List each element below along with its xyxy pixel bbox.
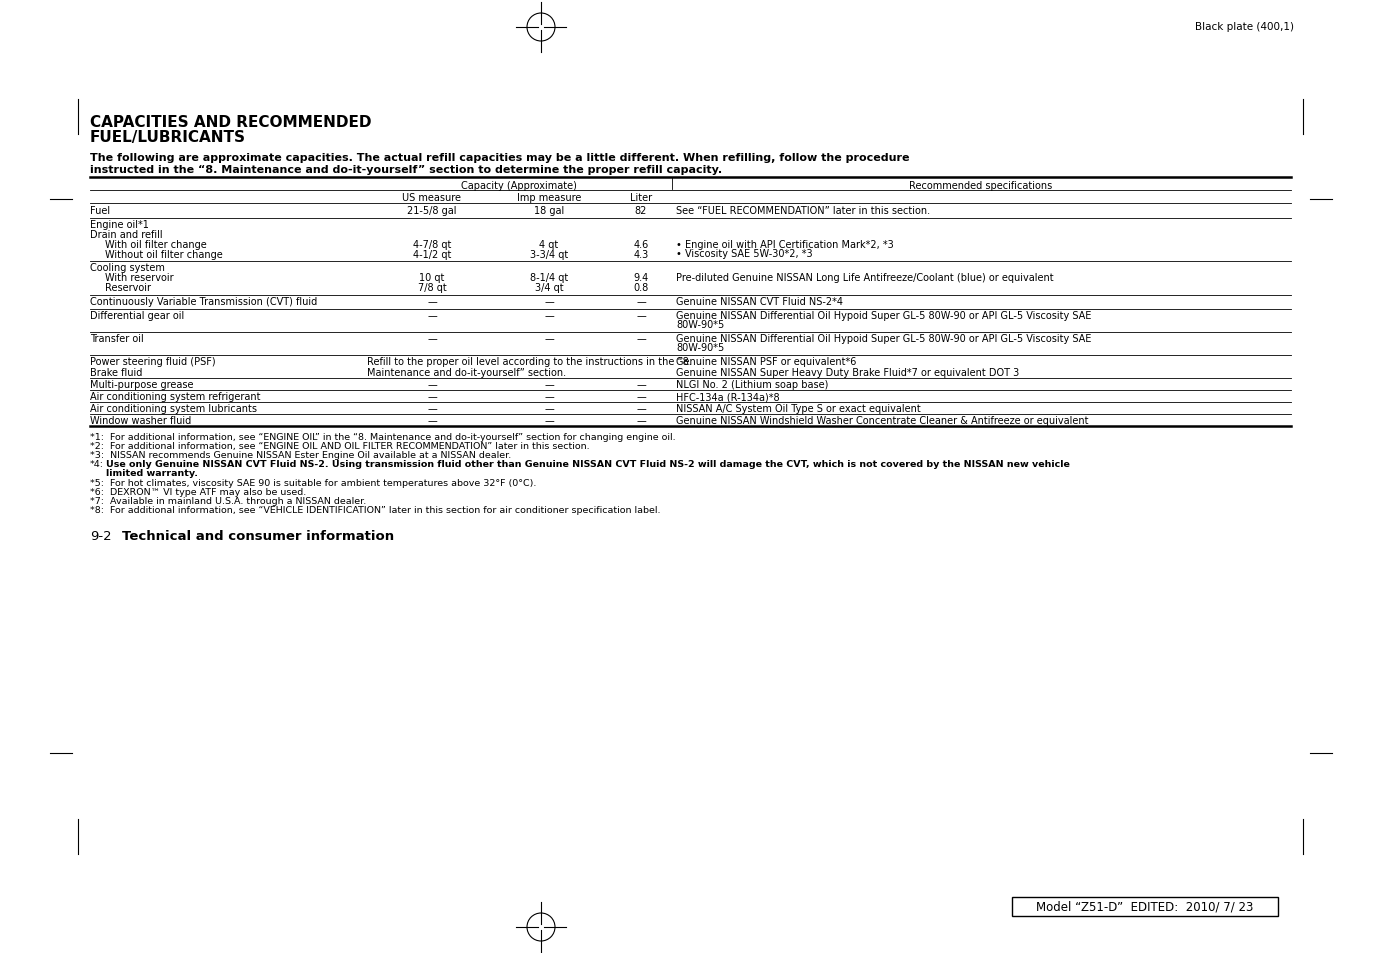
Text: instructed in the “8. Maintenance and do-it-yourself” section to determine the p: instructed in the “8. Maintenance and do… (90, 165, 722, 174)
Text: FUEL/LUBRICANTS: FUEL/LUBRICANTS (90, 130, 246, 145)
Text: *4:: *4: (90, 459, 104, 469)
Text: See “FUEL RECOMMENDATION” later in this section.: See “FUEL RECOMMENDATION” later in this … (677, 206, 931, 215)
Text: 21-5/8 gal: 21-5/8 gal (407, 206, 457, 215)
Text: —: — (544, 311, 554, 320)
Text: —: — (637, 334, 646, 344)
Text: • Viscosity SAE 5W-30*2, *3: • Viscosity SAE 5W-30*2, *3 (677, 249, 812, 258)
Text: Engine oil*1: Engine oil*1 (90, 220, 149, 230)
Text: Genuine NISSAN Differential Oil Hypoid Super GL-5 80W-90 or API GL-5 Viscosity S: Genuine NISSAN Differential Oil Hypoid S… (677, 334, 1091, 344)
Text: 82: 82 (635, 206, 648, 215)
Text: 9.4: 9.4 (634, 273, 649, 283)
Text: 4-7/8 qt: 4-7/8 qt (413, 240, 452, 250)
Text: The following are approximate capacities. The actual refill capacities may be a : The following are approximate capacities… (90, 152, 910, 163)
Text: —: — (427, 403, 436, 414)
Text: Genuine NISSAN Differential Oil Hypoid Super GL-5 80W-90 or API GL-5 Viscosity S: Genuine NISSAN Differential Oil Hypoid S… (677, 311, 1091, 320)
Text: limited warranty.: limited warranty. (106, 469, 197, 477)
Text: —: — (544, 416, 554, 426)
Text: Brake fluid: Brake fluid (90, 368, 142, 377)
Text: *3:  NISSAN recommends Genuine NISSAN Ester Engine Oil available at a NISSAN dea: *3: NISSAN recommends Genuine NISSAN Est… (90, 451, 511, 459)
Text: Continuously Variable Transmission (CVT) fluid: Continuously Variable Transmission (CVT)… (90, 296, 318, 307)
Text: Technical and consumer information: Technical and consumer information (122, 530, 394, 542)
Text: —: — (637, 403, 646, 414)
Text: *2:  For additional information, see “ENGINE OIL AND OIL FILTER RECOMMENDATION” : *2: For additional information, see “ENG… (90, 441, 590, 451)
Text: —: — (544, 296, 554, 307)
Text: With oil filter change: With oil filter change (105, 240, 207, 250)
Text: —: — (427, 392, 436, 401)
Text: Maintenance and do-it-yourself” section.: Maintenance and do-it-yourself” section. (367, 368, 566, 377)
Text: Reservoir: Reservoir (105, 283, 151, 293)
Text: —: — (637, 392, 646, 401)
Text: —: — (544, 334, 554, 344)
Text: Model “Z51-D”  EDITED:  2010/ 7/ 23: Model “Z51-D” EDITED: 2010/ 7/ 23 (1036, 900, 1254, 913)
Text: US measure: US measure (402, 193, 461, 203)
Text: 8-1/4 qt: 8-1/4 qt (530, 273, 568, 283)
Text: *7:  Available in mainland U.S.A. through a NISSAN dealer.: *7: Available in mainland U.S.A. through… (90, 497, 366, 505)
Text: • Engine oil with API Certification Mark*2, *3: • Engine oil with API Certification Mark… (677, 240, 894, 250)
Text: 4 qt: 4 qt (540, 240, 559, 250)
Text: —: — (637, 311, 646, 320)
Text: *1:  For additional information, see “ENGINE OIL” in the “8. Maintenance and do-: *1: For additional information, see “ENG… (90, 433, 675, 441)
Text: —: — (544, 392, 554, 401)
Text: Cooling system: Cooling system (90, 263, 164, 273)
Text: 0.8: 0.8 (634, 283, 649, 293)
Text: Refill to the proper oil level according to the instructions in the “8.: Refill to the proper oil level according… (367, 356, 692, 367)
Text: 4.6: 4.6 (634, 240, 649, 250)
Text: Capacity (Approximate): Capacity (Approximate) (461, 181, 577, 191)
Text: Genuine NISSAN CVT Fluid NS-2*4: Genuine NISSAN CVT Fluid NS-2*4 (677, 296, 842, 307)
Text: 9-2: 9-2 (90, 530, 112, 542)
Text: 7/8 qt: 7/8 qt (417, 283, 446, 293)
Text: Air conditioning system lubricants: Air conditioning system lubricants (90, 403, 257, 414)
Text: With reservoir: With reservoir (105, 273, 174, 283)
Text: HFC-134a (R-134a)*8: HFC-134a (R-134a)*8 (677, 392, 780, 401)
Text: Imp measure: Imp measure (516, 193, 581, 203)
Text: Without oil filter change: Without oil filter change (105, 250, 222, 260)
Text: —: — (427, 416, 436, 426)
Text: 80W-90*5: 80W-90*5 (677, 343, 724, 353)
Text: Power steering fluid (PSF): Power steering fluid (PSF) (90, 356, 215, 367)
Text: Genuine NISSAN Super Heavy Duty Brake Fluid*7 or equivalent DOT 3: Genuine NISSAN Super Heavy Duty Brake Fl… (677, 368, 1019, 377)
Text: Air conditioning system refrigerant: Air conditioning system refrigerant (90, 392, 261, 401)
Text: Use only Genuine NISSAN CVT Fluid NS-2. Using transmission fluid other than Genu: Use only Genuine NISSAN CVT Fluid NS-2. … (106, 459, 1070, 469)
Text: —: — (637, 379, 646, 390)
Text: Transfer oil: Transfer oil (90, 334, 144, 344)
Text: Genuine NISSAN Windshield Washer Concentrate Cleaner & Antifreeze or equivalent: Genuine NISSAN Windshield Washer Concent… (677, 416, 1088, 426)
Text: 10 qt: 10 qt (420, 273, 445, 283)
Text: Differential gear oil: Differential gear oil (90, 311, 184, 320)
Text: Pre-diluted Genuine NISSAN Long Life Antifreeze/Coolant (blue) or equivalent: Pre-diluted Genuine NISSAN Long Life Ant… (677, 273, 1054, 283)
Text: 4-1/2 qt: 4-1/2 qt (413, 250, 452, 260)
Text: —: — (637, 296, 646, 307)
Text: —: — (544, 403, 554, 414)
Text: Recommended specifications: Recommended specifications (909, 181, 1052, 191)
Text: Liter: Liter (630, 193, 652, 203)
Text: CAPACITIES AND RECOMMENDED: CAPACITIES AND RECOMMENDED (90, 115, 371, 130)
Text: *5:  For hot climates, viscosity SAE 90 is suitable for ambient temperatures abo: *5: For hot climates, viscosity SAE 90 i… (90, 478, 536, 488)
Text: —: — (637, 416, 646, 426)
Text: Window washer fluid: Window washer fluid (90, 416, 191, 426)
Text: *6:  DEXRON™ VI type ATF may also be used.: *6: DEXRON™ VI type ATF may also be used… (90, 488, 307, 497)
Text: Black plate (400,1): Black plate (400,1) (1195, 22, 1294, 32)
Text: —: — (427, 296, 436, 307)
Bar (1012, 897, 1277, 916)
Text: —: — (544, 379, 554, 390)
Text: —: — (427, 379, 436, 390)
Text: 4.3: 4.3 (634, 250, 649, 260)
Text: 3-3/4 qt: 3-3/4 qt (530, 250, 568, 260)
Text: Genuine NISSAN PSF or equivalent*6: Genuine NISSAN PSF or equivalent*6 (677, 356, 856, 367)
Text: Multi-purpose grease: Multi-purpose grease (90, 379, 193, 390)
Text: —: — (427, 334, 436, 344)
Text: Fuel: Fuel (90, 206, 110, 215)
Text: Drain and refill: Drain and refill (90, 230, 163, 240)
Text: 18 gal: 18 gal (534, 206, 563, 215)
Text: 80W-90*5: 80W-90*5 (677, 319, 724, 330)
Text: NISSAN A/C System Oil Type S or exact equivalent: NISSAN A/C System Oil Type S or exact eq… (677, 403, 921, 414)
Text: NLGI No. 2 (Lithium soap base): NLGI No. 2 (Lithium soap base) (677, 379, 829, 390)
Text: 3/4 qt: 3/4 qt (534, 283, 563, 293)
Text: —: — (427, 311, 436, 320)
Text: *8:  For additional information, see “VEHICLE IDENTIFICATION” later in this sect: *8: For additional information, see “VEH… (90, 505, 660, 515)
